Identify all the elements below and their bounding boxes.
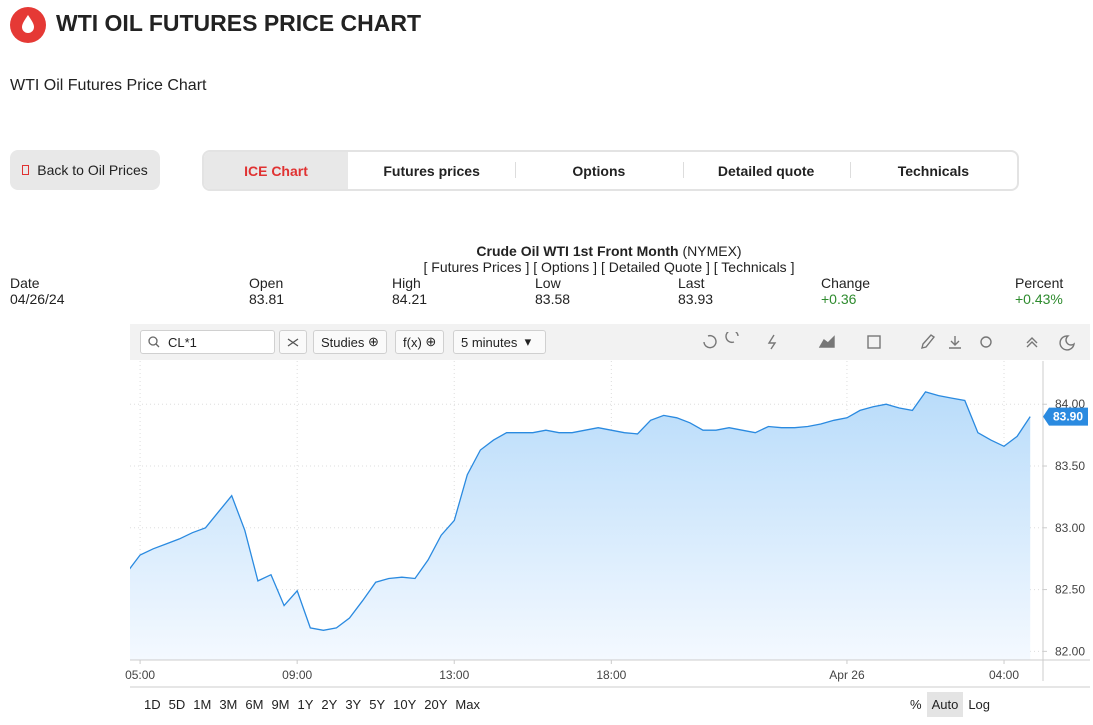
studies-button[interactable]: Studies ⊕ [313,330,387,354]
tab[interactable]: Detailed quote [682,152,850,189]
x-tick-label: 05:00 [125,668,155,682]
y-tick-label: 83.50 [1055,459,1085,473]
tab[interactable]: Futures prices [383,162,480,179]
quote-value: 04/26/24 [10,291,65,307]
interval-label: 5 minutes [461,334,518,350]
tab[interactable]: ICE Chart [204,152,348,189]
quote-value: +0.43% [1015,291,1063,307]
tab[interactable]: Options [515,152,682,189]
symbol: CL*1 [168,334,197,350]
page-title: WTI OIL FUTURES PRICE CHART [56,10,422,36]
quote-link[interactable]: [ Futures Prices ] [423,259,530,275]
page-subtitle: WTI Oil Futures Price Chart [10,77,207,94]
scale-option[interactable]: Auto [926,692,964,717]
range-button[interactable]: 9M [271,697,290,712]
fx-label: f(x) [403,334,422,350]
range-button[interactable]: 1Y [297,697,314,712]
back-button-label: Back to Oil Prices [37,162,148,178]
toolbar-icons [703,332,1075,351]
quote-label: Low [535,275,561,291]
quote-label: Percent [1015,275,1064,291]
quote-value: 83.93 [678,291,714,307]
range-button[interactable]: 1D [144,697,161,712]
plot-mask [0,361,130,691]
y-tick-label: 82.50 [1055,583,1085,597]
last-price-badge [1043,407,1088,426]
quote-column: Percent +0.43% [1015,275,1063,307]
studies-label: Studies [321,334,365,350]
quote-label: Open [249,275,284,291]
x-tick-label: Apr 26 [829,668,865,682]
fx-button[interactable]: f(x) ⊕ [395,330,445,354]
quote-title: Crude Oil WTI 1st Front Month (NYMEX) [0,243,1093,259]
quote-value: +0.36 [821,291,857,307]
logo-icon [10,7,46,43]
y-tick-label: 83.00 [1055,521,1085,535]
exchange: (NYMEX) [682,243,742,259]
range-button[interactable]: 5Y [369,697,386,712]
back-button[interactable]: Back to Oil Prices [10,150,160,190]
quote-link[interactable]: [ Options ] [533,259,598,275]
quote-column: Low 83.58 [535,275,570,307]
chart-toolbar: CL*1 Studies ⊕ f(x) ⊕ 5 minutes ▾ [130,324,1090,360]
quote-column: Change +0.36 [821,275,870,307]
quote-label: Last [678,275,705,291]
tab-bar: ICE Chart Futures prices Options Detailed q… [202,150,1019,191]
compare-button[interactable] [279,330,307,354]
quote-label: Change [821,275,871,291]
quote-value: 83.81 [249,291,285,307]
area-fill [127,391,1031,660]
range-button[interactable]: 10Y [393,697,417,712]
range-buttons: 1D 5D 1M 3M 6M 9M 1Y 2Y 3Y 5Y 10Y 20Y Max [140,697,484,712]
quote-link[interactable]: [ Technicals ] [713,259,795,275]
price-line [126,391,1031,631]
interval-select[interactable]: 5 minutes ▾ [453,330,546,354]
range-button[interactable]: Max [455,697,480,712]
range-button[interactable]: 5D [168,697,186,712]
range-button[interactable]: 20Y [424,697,448,712]
scale-option[interactable]: % [910,697,922,712]
y-tick-label: 82.00 [1055,644,1085,658]
x-tick-label: 13:00 [439,668,469,682]
instrument-name: Crude Oil WTI 1st Front Month [476,243,679,259]
symbol-search[interactable]: CL*1 [140,330,275,354]
scale-options: % Auto Log [905,692,995,717]
quote-links: [ Futures Prices ] [ Options ] [ Detaile… [0,259,1093,275]
range-button[interactable]: 2Y [321,697,338,712]
x-tick-label: 18:00 [596,668,626,682]
quote-value: 84.21 [392,291,428,307]
quote-column: Last 83.93 [678,275,713,307]
quote-label: High [392,275,421,291]
tab[interactable]: Technicals [849,152,1017,189]
x-tick-label: 04:00 [989,668,1019,682]
range-button[interactable]: 3Y [345,697,362,712]
range-button[interactable]: 3M [219,697,238,712]
last-price-label: 83.90 [1053,410,1083,424]
quote-link[interactable]: [ Detailed Quote ] [600,259,710,275]
range-button[interactable]: 1M [193,697,212,712]
x-tick-label: 09:00 [282,668,312,682]
quote-column: Date 04/26/24 [10,275,65,307]
quote-column: Open 83.81 [249,275,284,307]
quote-label: Date [10,275,40,291]
quote-column: High 84.21 [392,275,427,307]
quote-value: 83.58 [535,291,571,307]
range-button[interactable]: 6M [245,697,264,712]
scale-option[interactable]: Log [968,697,991,712]
